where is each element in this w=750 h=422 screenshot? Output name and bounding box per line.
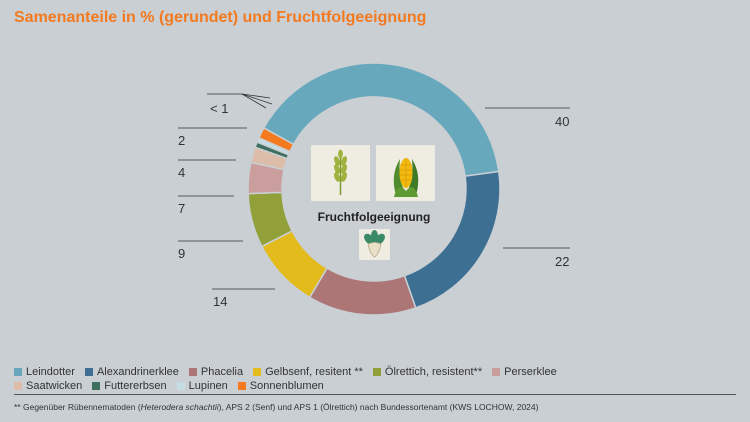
center-label: Fruchtfolgeeignung	[317, 210, 431, 224]
wheat-tile	[311, 145, 370, 201]
beet-icon	[364, 230, 385, 258]
legend-row: Leindotter Alexandrinerklee Phacelia Gelbse…	[14, 365, 744, 379]
value-label: 40	[555, 114, 569, 129]
legend-swatch	[372, 368, 381, 376]
footnote-divider	[14, 394, 736, 395]
corn-tile	[376, 145, 435, 201]
legend-item: Perserklee	[492, 366, 557, 378]
legend-item: Sonnenblumen	[237, 380, 324, 392]
donut-slices	[247, 62, 501, 316]
value-label: < 1	[210, 101, 228, 116]
legend-swatch	[237, 382, 246, 390]
legend-item: Leindotter	[14, 366, 75, 378]
value-labels: 40 22 14 9 7 4 2 < 1	[178, 101, 569, 309]
footnote-prefix: ** Gegenüber Rübennematoden (	[14, 402, 141, 412]
leader-line-7-extra-0	[241, 93, 271, 99]
leader-lines	[178, 93, 570, 290]
legend-label: Leindotter	[26, 366, 75, 378]
chart-title: Samenanteile in % (gerundet) und Fruchtf…	[14, 9, 427, 26]
legend-swatch	[14, 368, 22, 376]
legend-swatch	[92, 382, 101, 390]
legend-item: Phacelia	[188, 366, 244, 378]
footnote-italic: Heterodera schachtii	[140, 402, 219, 412]
legend-label: Saatwicken	[26, 380, 83, 392]
corn-icon	[393, 158, 419, 197]
legend-label: Perserklee	[504, 366, 557, 378]
legend-swatch	[492, 368, 501, 376]
legend-item: Ölrettich, resistent**	[372, 366, 483, 378]
legend-swatch	[176, 382, 185, 390]
legend-label: Sonnenblumen	[249, 380, 324, 392]
legend-label: Alexandrinerklee	[96, 366, 179, 378]
legend-swatch	[14, 382, 22, 390]
legend-label: Futtererbsen	[104, 380, 167, 392]
beet-tile	[359, 229, 390, 260]
legend-item: Lupinen	[176, 380, 228, 392]
legend-item: Saatwicken	[14, 380, 82, 392]
legend-swatch	[253, 368, 262, 376]
value-label: 4	[178, 165, 185, 180]
slice-sonnenblumen	[257, 126, 295, 153]
value-label: 2	[178, 133, 185, 148]
footnote: ** Gegenüber Rübennematoden (Heterodera …	[14, 402, 538, 412]
slice-leindotter	[262, 62, 500, 178]
legend-swatch	[188, 368, 197, 376]
legend-item: Futtererbsen	[92, 380, 167, 392]
slice-phacelia	[308, 267, 417, 316]
footnote-suffix: ), APS 2 (Senf) und APS 1 (Ölrettich) na…	[218, 402, 539, 412]
donut-chart: 40 22 14 9 7 4 2 < 1	[178, 62, 570, 316]
legend-item: Gelbsenf, resitent **	[253, 366, 363, 378]
leader-line-7-extra-1	[241, 93, 267, 109]
legend-label: Gelbsenf, resitent **	[265, 366, 363, 378]
legend-item: Alexandrinerklee	[84, 366, 179, 378]
legend: Leindotter Alexandrinerklee Phacelia Gelbse…	[14, 365, 744, 393]
legend-row: Saatwicken Futtererbsen Lupinen Sonnenblume…	[14, 379, 744, 393]
value-label: 7	[178, 201, 185, 216]
value-label: 22	[555, 254, 569, 269]
value-label: 14	[213, 294, 227, 309]
legend-label: Lupinen	[188, 380, 228, 392]
legend-label: Phacelia	[200, 366, 244, 378]
legend-label: Ölrettich, resistent**	[384, 366, 483, 378]
value-label: 9	[178, 246, 185, 261]
wheat-icon	[334, 149, 347, 195]
legend-swatch	[84, 368, 93, 376]
